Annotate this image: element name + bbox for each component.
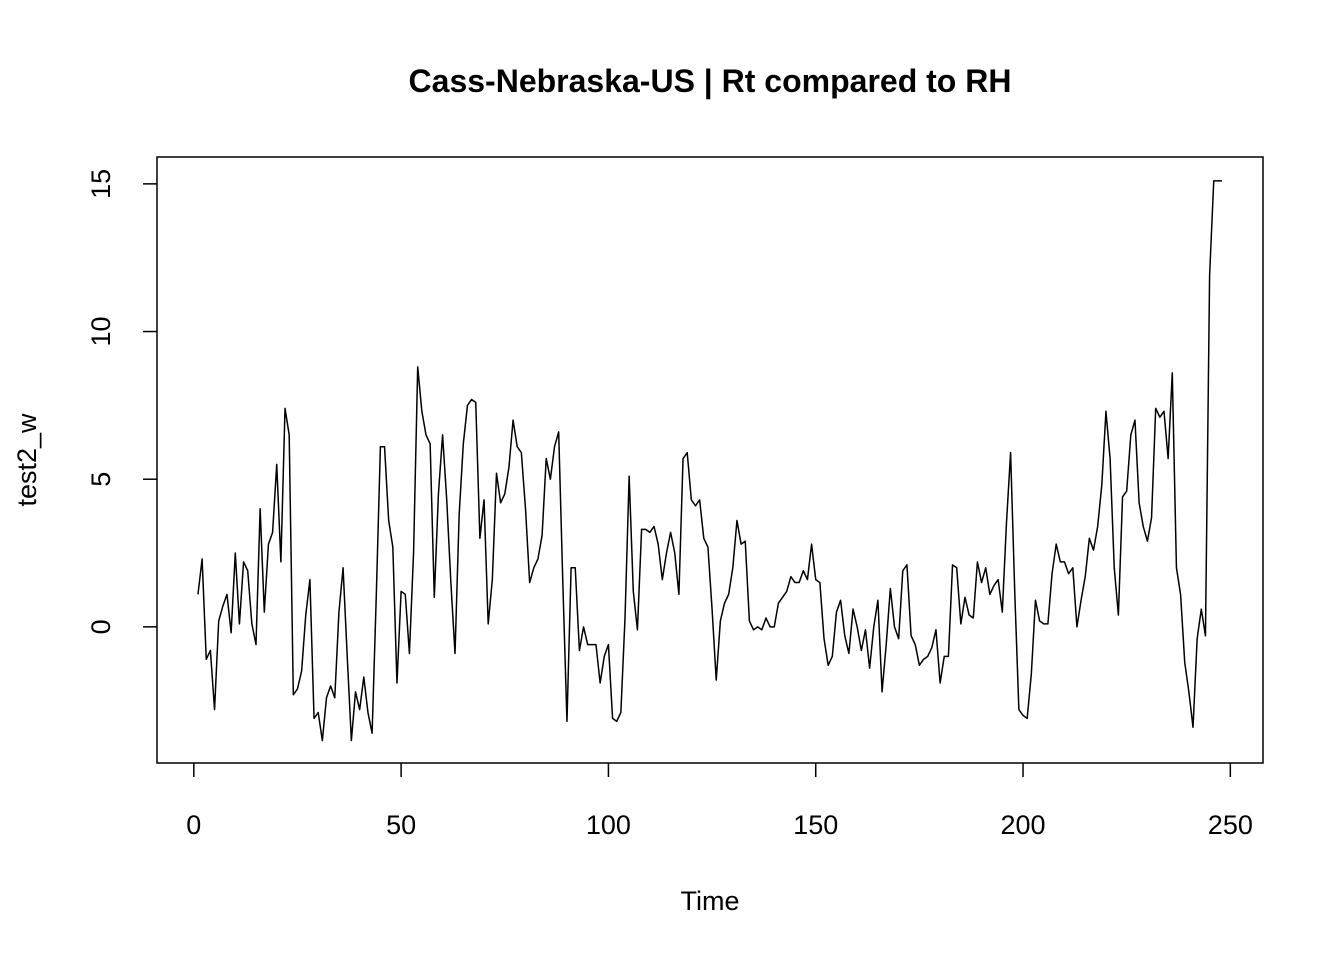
x-tick-label: 100: [586, 810, 631, 840]
x-tick-label: 150: [793, 810, 838, 840]
y-tick-label: 0: [86, 619, 116, 634]
y-tick-label: 10: [86, 317, 116, 347]
chart-title: Cass-Nebraska-US | Rt compared to RH: [409, 63, 1012, 99]
x-tick-label: 200: [1000, 810, 1045, 840]
x-tick-label: 250: [1208, 810, 1253, 840]
y-tick-label: 15: [86, 169, 116, 199]
series-line: [197, 180, 1223, 742]
y-tick-label: 5: [86, 472, 116, 487]
x-tick-label: 50: [386, 810, 416, 840]
x-tick-label: 0: [186, 810, 201, 840]
x-axis-label: Time: [681, 886, 740, 916]
y-axis-label: test2_w: [12, 413, 42, 507]
plot-box: [156, 156, 1264, 764]
